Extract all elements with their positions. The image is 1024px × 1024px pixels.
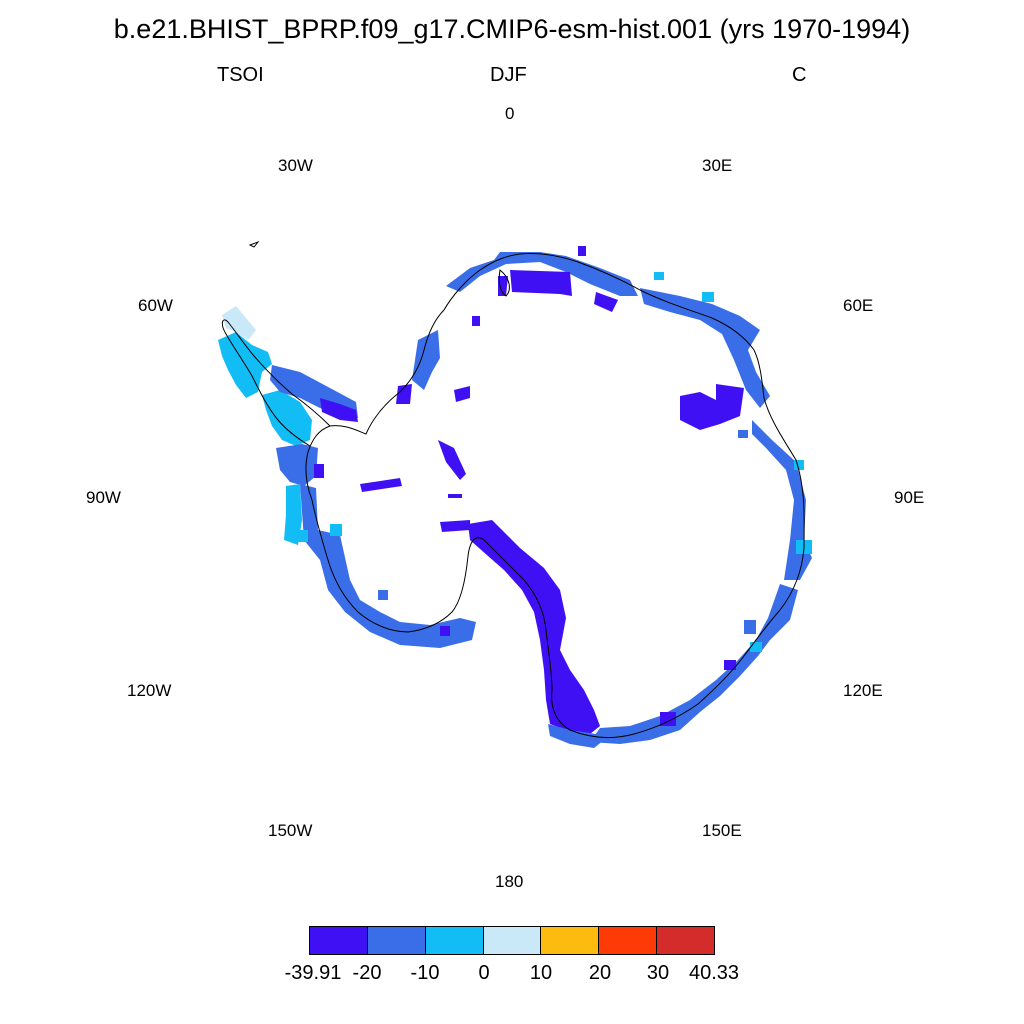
colorbar-label: 30: [646, 962, 670, 984]
field-bellingshausen: [284, 484, 302, 545]
coastline-peninsula: [221, 319, 331, 447]
field-east-coast-upper: [640, 288, 770, 408]
field-ice-shelf-block: [498, 276, 508, 296]
field-cell: [744, 620, 756, 634]
lon-label-90w: 90W: [86, 488, 121, 507]
colorbar-label: -39.91: [284, 962, 342, 984]
field-marie-byrd-coast: [300, 484, 476, 648]
field-interior-block: [594, 292, 618, 312]
lon-label-150e: 150E: [702, 821, 742, 840]
field-cell: [702, 292, 714, 302]
coastline-island: [248, 240, 260, 248]
field-interior-patch: [438, 440, 466, 480]
field-interior-patch: [440, 520, 470, 532]
variable-label: TSOI: [217, 64, 264, 86]
colorbar-label: -20: [352, 962, 382, 984]
field-cell: [794, 460, 804, 470]
field-cell: [738, 430, 748, 438]
field-wilkes-block: [680, 384, 744, 430]
field-east-coast-lower: [590, 584, 798, 744]
field-cell: [750, 642, 762, 652]
lon-label-60w: 60W: [138, 296, 173, 315]
field-cell: [440, 626, 450, 636]
lon-label-30w: 30W: [278, 156, 313, 175]
field-peninsula-tip: [222, 306, 256, 340]
field-cell: [296, 530, 308, 542]
field-cell: [724, 660, 736, 670]
colorbar-box: [541, 927, 600, 954]
coastline: [221, 240, 805, 738]
field-ice-shelf-block: [510, 270, 572, 296]
colorbar-label: 40.33: [688, 962, 740, 984]
lon-label-90e: 90E: [894, 488, 925, 507]
field-interior-patch: [360, 478, 402, 492]
map-title: b.e21.BHIST_BPRP.f09_g17.CMIP6-esm-hist.…: [113, 14, 911, 44]
field-cell: [314, 464, 324, 478]
field-interior-patch: [396, 384, 412, 404]
field-ross-coast: [548, 724, 604, 748]
field-cell: [578, 246, 586, 256]
coastline-berkner: [498, 269, 510, 297]
colorbar-label: 0: [478, 962, 490, 984]
colorbar-label: -10: [410, 962, 440, 984]
lon-label-0: 0: [505, 104, 515, 123]
field-cell: [378, 590, 388, 600]
colorbar-box: [425, 927, 484, 954]
lon-label-120e: 120E: [843, 681, 883, 700]
field-cell: [472, 316, 480, 326]
lon-label-60e: 60E: [843, 296, 874, 315]
temperature-field: [218, 246, 812, 748]
colorbar-label: 20: [588, 962, 612, 984]
lon-label-30e: 30E: [702, 156, 733, 175]
field-peninsula-lower: [262, 390, 312, 446]
field-interior-patch: [454, 386, 470, 402]
coastline-main: [305, 253, 805, 738]
colorbar-box: [599, 927, 658, 954]
field-weddell-west: [412, 330, 440, 390]
season-label: DJF: [490, 64, 527, 86]
field-cell: [654, 272, 664, 280]
colorbar-label: 10: [529, 962, 553, 984]
colorbar-box: [483, 927, 542, 954]
field-peninsula-base: [276, 444, 318, 486]
field-interior-patch: [448, 494, 462, 498]
lon-label-150w: 150W: [268, 821, 313, 840]
field-cell: [330, 524, 342, 536]
field-transantarctic-band: [468, 520, 600, 734]
colorbar-box: [367, 927, 426, 954]
field-cell: [660, 712, 676, 726]
field-weddell-north: [446, 252, 638, 296]
lon-label-120w: 120W: [127, 681, 172, 700]
colorbar: [309, 926, 715, 955]
colorbar-box: [310, 927, 368, 954]
colorbar-box: [657, 927, 715, 954]
lon-label-180: 180: [495, 872, 524, 891]
units-label: C: [792, 64, 807, 86]
field-peninsula-east-dark: [320, 398, 358, 422]
